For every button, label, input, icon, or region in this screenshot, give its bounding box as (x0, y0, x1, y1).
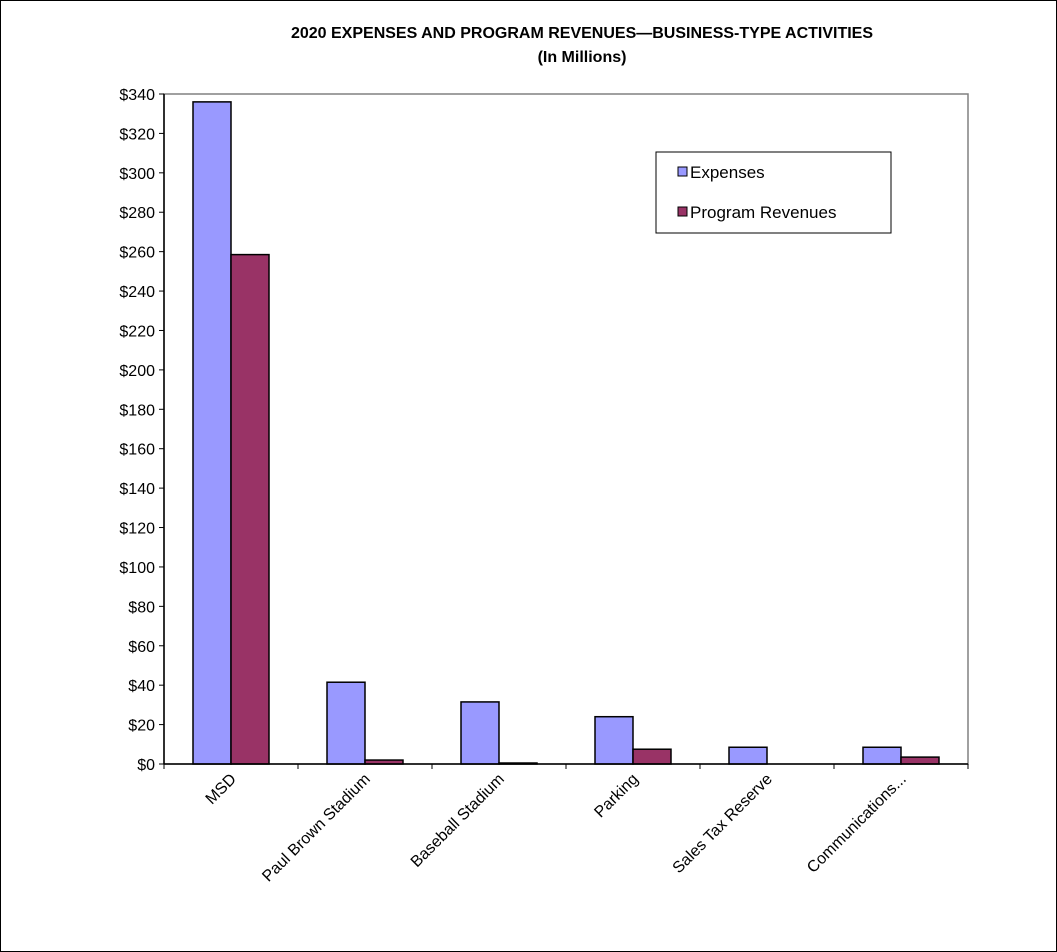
bar-expenses (460, 701, 500, 765)
y-tick-label: $260 (119, 245, 155, 262)
x-axis-labels: MSD Paul Brown Stadium Baseball Stadium Par… (163, 764, 969, 886)
bar-program-revenues (632, 748, 672, 765)
y-tick-label: $180 (119, 402, 155, 419)
y-tick-label: $340 (119, 87, 155, 104)
y-tick-label: $240 (119, 284, 155, 301)
y-tick-label: $60 (128, 639, 155, 656)
y-tick-label: $300 (119, 166, 155, 183)
x-category-label: Parking (591, 771, 641, 821)
bar-expenses (192, 101, 232, 765)
y-tick-label: $320 (119, 126, 155, 143)
x-category-label: MSD (203, 771, 240, 808)
legend-swatch-expenses (677, 166, 688, 177)
bar-program-revenues (900, 756, 940, 765)
bar-program-revenues (230, 253, 270, 765)
legend-box (655, 151, 892, 234)
y-tick-label: $80 (128, 599, 155, 616)
bar-expenses (594, 715, 634, 765)
y-tick-label: $40 (128, 678, 155, 695)
y-tick-label: $220 (119, 323, 155, 340)
y-tick-label: $120 (119, 521, 155, 538)
y-tick-label: $140 (119, 481, 155, 498)
y-tick-label: $200 (119, 363, 155, 380)
chart-title: 2020 EXPENSES AND PROGRAM REVENUES—BUSIN… (291, 25, 873, 42)
y-tick-label: $100 (119, 560, 155, 577)
legend-label-program-revenues: Program Revenues (690, 203, 836, 222)
bar-expenses (728, 746, 768, 765)
legend-swatch-program-revenues (677, 206, 688, 217)
y-axis: $0 $20 $40 $60 $80 $100 $120 $140 $160 $180 $200 $2… (119, 87, 164, 774)
legend: Expenses Program Revenues (655, 151, 892, 234)
bars (192, 101, 940, 765)
y-tick-label: $160 (119, 442, 155, 459)
x-category-label: Sales Tax Reserve (670, 771, 776, 877)
x-category-label: Communications... (804, 771, 910, 877)
chart-subtitle: (In Millions) (538, 49, 627, 66)
bar-expenses (326, 681, 366, 765)
x-category-label: Paul Brown Stadium (259, 771, 374, 886)
y-tick-label: $280 (119, 205, 155, 222)
y-tick-label: $0 (137, 757, 155, 774)
x-category-label: Baseball Stadium (408, 771, 508, 871)
y-tick-label: $20 (128, 718, 155, 735)
legend-label-expenses: Expenses (690, 163, 765, 182)
bar-expenses (862, 746, 902, 765)
